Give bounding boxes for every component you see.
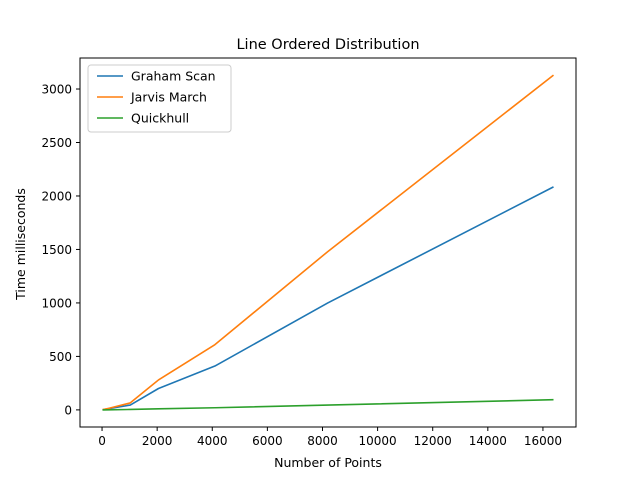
x-tick-label: 8000 (307, 434, 338, 448)
x-tick-label: 12000 (414, 434, 452, 448)
x-axis-label: Number of Points (274, 455, 382, 470)
y-tick-label: 1500 (41, 243, 72, 257)
chart-title: Line Ordered Distribution (236, 37, 419, 53)
x-tick-label: 4000 (197, 434, 228, 448)
y-tick-label: 2000 (41, 189, 72, 203)
y-tick-label: 3000 (41, 83, 72, 97)
y-tick-label: 2500 (41, 136, 72, 150)
x-tick-label: 14000 (469, 434, 507, 448)
x-tick-label: 0 (98, 434, 106, 448)
x-tick-label: 10000 (359, 434, 397, 448)
y-tick-label: 0 (64, 403, 72, 417)
plot-area: 0 2000 4000 6000 8000 10000 12000 14000 16000 0 50… (41, 57, 577, 448)
x-tick-label: 6000 (252, 434, 283, 448)
x-tick-label: 2000 (142, 434, 173, 448)
series-line-2 (102, 398, 554, 411)
legend-box (87, 64, 232, 133)
legend-label-0: Graham Scan (131, 69, 216, 84)
legend-label-1: Jarvis March (130, 90, 207, 105)
y-tick-label: 1000 (41, 296, 72, 310)
plot-frame (79, 57, 577, 428)
y-axis-label: Time milliseconds (13, 188, 28, 301)
y-tick-label: 500 (49, 350, 72, 364)
series-line-1 (102, 74, 555, 411)
x-tick-label: 16000 (524, 434, 562, 448)
legend-label-2: Quickhull (131, 111, 189, 126)
